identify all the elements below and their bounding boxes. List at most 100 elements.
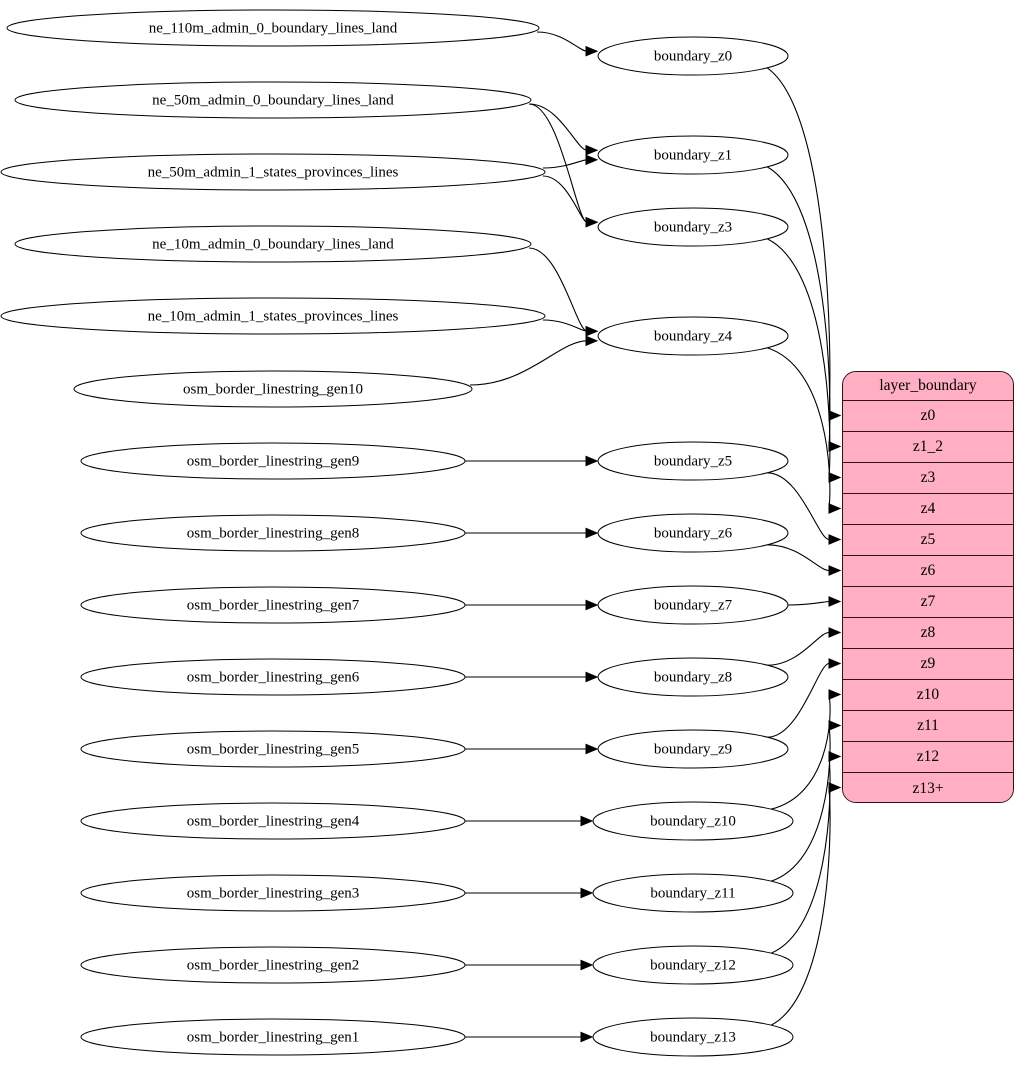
record-row-z1_2[interactable]: z1_2 (843, 432, 1013, 463)
node-boundary_z7[interactable]: boundary_z7 (597, 585, 789, 625)
boundary-node-label: boundary_z11 (650, 885, 735, 901)
node-ne_10m_admin_0_boundary_lines_land[interactable]: ne_10m_admin_0_boundary_lines_land (14, 225, 532, 263)
node-osm_border_linestring_gen1[interactable]: osm_border_linestring_gen1 (80, 1018, 466, 1056)
edge-boundary_z10-to-table-row-z10 (770, 694, 831, 810)
record-row-label: z4 (920, 500, 936, 517)
nodes-layer: ne_110m_admin_0_boundary_lines_land ne_50… (0, 9, 794, 1057)
edge-ne_10m_admin_1_states_provinces_lines-to-boundary_z4 (542, 319, 588, 332)
node-boundary_z4[interactable]: boundary_z4 (597, 316, 789, 356)
record-row-label: z0 (920, 407, 936, 424)
node-osm_border_linestring_gen5[interactable]: osm_border_linestring_gen5 (80, 730, 466, 768)
source-node-label: osm_border_linestring_gen6 (187, 669, 360, 685)
boundary-node-label: boundary_z9 (654, 741, 732, 757)
edges-layer (462, 31, 842, 1043)
edge-ne_110m_admin_0_boundary_lines_land-to-boundary_z0 (536, 31, 588, 52)
arrowhead-table-row-z12 (828, 751, 842, 762)
node-boundary_z8[interactable]: boundary_z8 (597, 657, 789, 697)
arrowhead-boundary_z12-15 (580, 959, 594, 971)
source-node-ellipse (80, 658, 466, 696)
record-row-z3[interactable]: z3 (843, 463, 1013, 494)
node-ne_50m_admin_0_boundary_lines_land[interactable]: ne_50m_admin_0_boundary_lines_land (14, 81, 532, 119)
node-boundary_z5[interactable]: boundary_z5 (597, 441, 789, 481)
node-osm_border_linestring_gen9[interactable]: osm_border_linestring_gen9 (80, 442, 466, 480)
record-row-label: z9 (920, 655, 936, 672)
source-node-ellipse (80, 514, 466, 552)
record-row-z12[interactable]: z12 (843, 742, 1013, 773)
node-boundary_z13[interactable]: boundary_z13 (592, 1017, 794, 1057)
source-node-ellipse (6, 9, 540, 47)
edge-boundary_z7-to-table-row-z7 (787, 600, 830, 606)
arrowhead-table-row-z4 (828, 503, 842, 514)
boundary-node-label: boundary_z7 (654, 597, 733, 613)
node-ne_10m_admin_1_states_provinces_lines[interactable]: ne_10m_admin_1_states_provinces_lines (0, 297, 546, 335)
source-node-ellipse (80, 802, 466, 840)
boundary-node-label: boundary_z4 (654, 328, 733, 344)
record-row-z4[interactable]: z4 (843, 494, 1013, 525)
node-osm_border_linestring_gen10[interactable]: osm_border_linestring_gen10 (73, 370, 473, 408)
arrowhead-table-row-z0 (828, 410, 842, 421)
node-osm_border_linestring_gen3[interactable]: osm_border_linestring_gen3 (80, 874, 466, 912)
arrowhead-boundary_z13-16 (580, 1031, 594, 1043)
node-boundary_z10[interactable]: boundary_z10 (592, 801, 794, 841)
arrowhead-boundary_z10-13 (580, 815, 594, 827)
boundary-node-label: boundary_z13 (650, 1029, 736, 1045)
record-table-layer-boundary[interactable]: layer_boundary z0 z1_2 z3 z4 z5 z6 z7 z8 z9 z10 z1… (842, 371, 1014, 803)
record-row-z13+[interactable]: z13+ (843, 773, 1013, 802)
arrowhead-boundary_z4-7 (585, 335, 599, 347)
boundary-node-ellipse (592, 873, 794, 913)
record-row-z9[interactable]: z9 (843, 649, 1013, 680)
source-node-label: ne_50m_admin_1_states_provinces_lines (148, 164, 399, 180)
source-node-ellipse (80, 730, 466, 768)
source-node-label: ne_10m_admin_0_boundary_lines_land (152, 236, 394, 252)
record-row-z11[interactable]: z11 (843, 711, 1013, 742)
arrowhead-table-row-z11 (828, 720, 842, 731)
source-node-label: ne_10m_admin_1_states_provinces_lines (148, 308, 399, 324)
node-ne_50m_admin_1_states_provinces_lines[interactable]: ne_50m_admin_1_states_provinces_lines (0, 153, 546, 191)
node-ne_110m_admin_0_boundary_lines_land[interactable]: ne_110m_admin_0_boundary_lines_land (6, 9, 540, 47)
node-boundary_z0[interactable]: boundary_z0 (597, 36, 789, 76)
node-osm_border_linestring_gen2[interactable]: osm_border_linestring_gen2 (80, 946, 466, 984)
node-osm_border_linestring_gen8[interactable]: osm_border_linestring_gen8 (80, 514, 466, 552)
node-osm_border_linestring_gen7[interactable]: osm_border_linestring_gen7 (80, 586, 466, 624)
boundary-node-label: boundary_z8 (654, 669, 732, 685)
record-row-label: z1_2 (912, 438, 944, 455)
boundary-node-ellipse (597, 657, 789, 697)
arrowhead-table-row-z9 (828, 658, 842, 669)
boundary-node-ellipse (592, 801, 794, 841)
record-row-label: z6 (920, 562, 936, 579)
record-row-z7[interactable]: z7 (843, 587, 1013, 618)
source-node-label: osm_border_linestring_gen7 (187, 597, 360, 613)
source-node-label: osm_border_linestring_gen5 (187, 741, 359, 757)
arrowhead-boundary_z9-12 (585, 743, 599, 755)
record-row-label: z10 (916, 686, 940, 703)
record-row-z8[interactable]: z8 (843, 618, 1013, 649)
node-osm_border_linestring_gen6[interactable]: osm_border_linestring_gen6 (80, 658, 466, 696)
source-node-ellipse (0, 297, 546, 335)
arrowhead-boundary_z1-3 (585, 154, 599, 166)
record-row-z0[interactable]: z0 (843, 401, 1013, 432)
arrowhead-boundary_z11-14 (580, 887, 594, 899)
edge-boundary_z1-to-table-row-z1_2 (766, 166, 831, 447)
node-boundary_z11[interactable]: boundary_z11 (592, 873, 794, 913)
node-boundary_z1[interactable]: boundary_z1 (597, 135, 789, 175)
record-row-label: z11 (917, 717, 939, 734)
record-row-z5[interactable]: z5 (843, 525, 1013, 556)
record-row-z10[interactable]: z10 (843, 680, 1013, 711)
source-node-ellipse (80, 874, 466, 912)
node-boundary_z6[interactable]: boundary_z6 (597, 513, 789, 553)
source-node-ellipse (14, 225, 532, 263)
record-row-z6[interactable]: z6 (843, 556, 1013, 587)
edge-boundary_z9-to-table-row-z9 (767, 662, 830, 738)
arrowhead-boundary_z5-8 (585, 455, 599, 467)
node-osm_border_linestring_gen4[interactable]: osm_border_linestring_gen4 (80, 802, 466, 840)
boundary-node-ellipse (597, 513, 789, 553)
edge-boundary_z3-to-table-row-z3 (766, 238, 831, 478)
source-node-label: osm_border_linestring_gen10 (183, 381, 363, 397)
edge-ne_50m_admin_0_boundary_lines_land-to-boundary_z3 (528, 103, 588, 223)
node-boundary_z12[interactable]: boundary_z12 (592, 945, 794, 985)
node-boundary_z3[interactable]: boundary_z3 (597, 207, 789, 247)
node-boundary_z9[interactable]: boundary_z9 (597, 729, 789, 769)
source-node-ellipse (0, 153, 546, 191)
source-node-ellipse (80, 1018, 466, 1056)
